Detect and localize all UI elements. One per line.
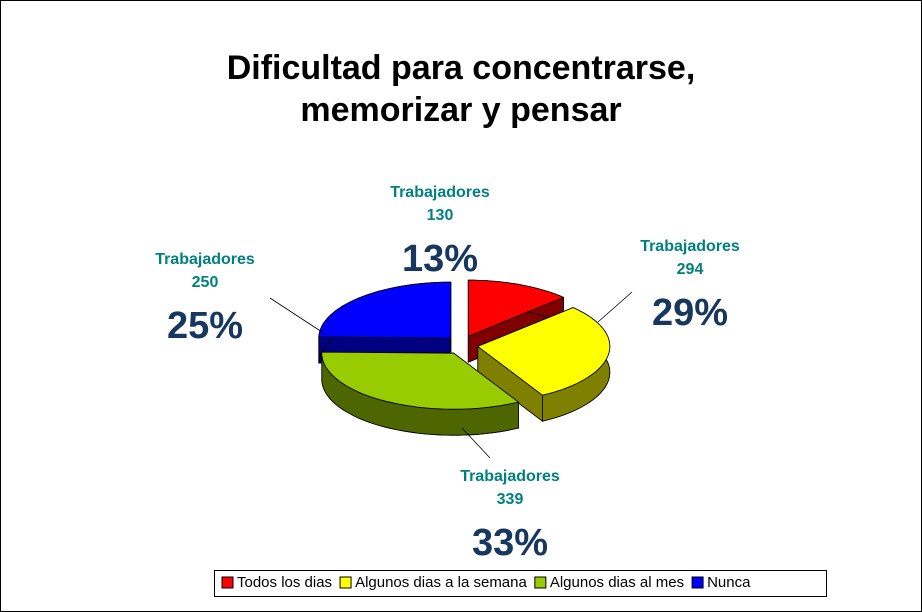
slice: [476, 306, 611, 423]
legend-swatch: [534, 576, 547, 589]
chart-title: memorizar y pensar: [300, 91, 621, 129]
slice-top: [318, 281, 452, 339]
slice-top: [467, 279, 565, 337]
legend-label: Nunca: [707, 574, 751, 591]
data-label-value: 130: [427, 207, 454, 224]
slice: [321, 351, 520, 436]
slice-top: [321, 351, 520, 410]
data-label-percent: 33%: [472, 522, 548, 564]
data-label-value: 294: [677, 261, 704, 278]
legend-label: Algunos dias al mes: [550, 574, 684, 591]
leader-line: [461, 427, 491, 459]
data-label-percent: 25%: [167, 305, 243, 347]
legend-label: Algunos dias a la semana: [355, 574, 527, 591]
data-label-value: 250: [192, 274, 219, 291]
legend-swatch: [339, 576, 352, 589]
legend-swatch: [221, 576, 234, 589]
legend-label: Todos los dias: [237, 574, 332, 591]
data-label-value: 339: [497, 491, 524, 508]
chart-title: Dificultad para concentrarse,: [227, 49, 696, 87]
leader-line: [597, 291, 633, 323]
leader-line: [269, 297, 326, 335]
data-label-percent: 29%: [652, 292, 728, 334]
data-label-name: Trabajadores: [390, 184, 490, 201]
data-label-name: Trabajadores: [155, 251, 255, 268]
legend-swatch: [691, 576, 704, 589]
legend: [214, 570, 827, 597]
data-label-name: Trabajadores: [460, 468, 560, 485]
data-label-name: Trabajadores: [640, 238, 740, 255]
data-label-percent: 13%: [402, 238, 478, 280]
slice-top: [476, 307, 611, 396]
